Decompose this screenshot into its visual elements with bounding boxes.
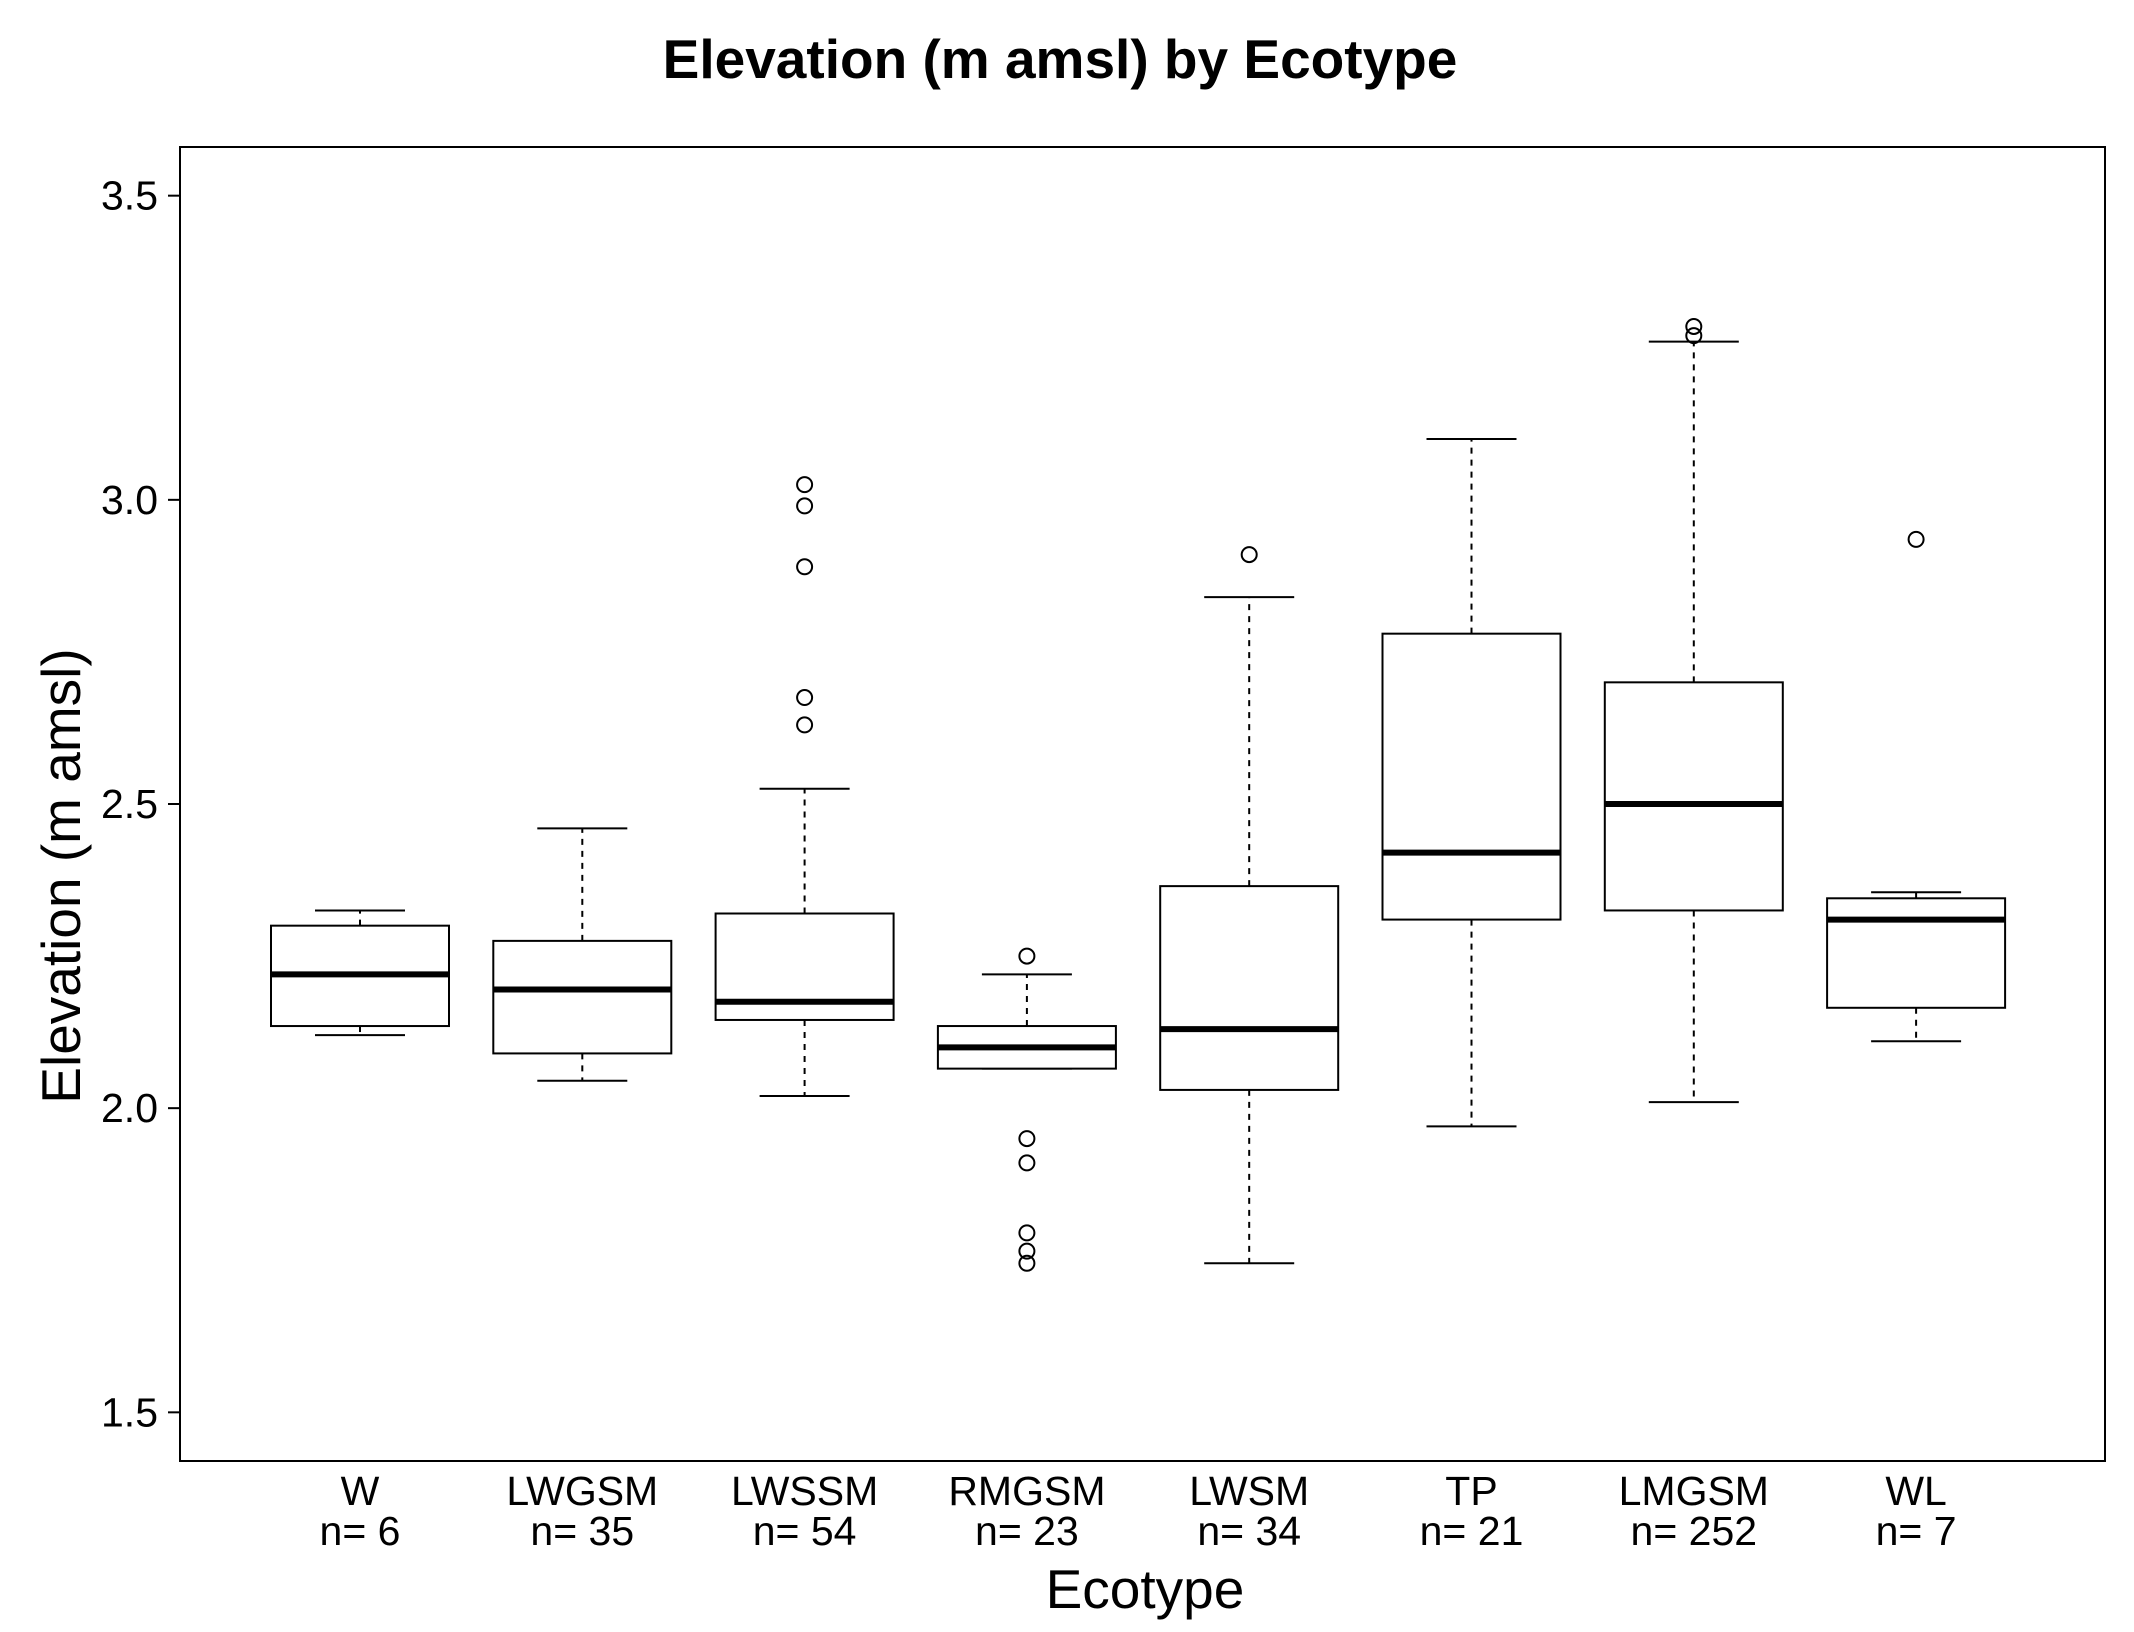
y-tick-label: 2.5 bbox=[101, 781, 158, 827]
boxes-layer bbox=[270, 317, 2007, 1272]
category-label: LWSM bbox=[1189, 1468, 1309, 1514]
outlier-point bbox=[1018, 1224, 1036, 1242]
box-lwsm bbox=[1159, 546, 1340, 1265]
x-axis-label: Ecotype bbox=[1046, 1558, 1245, 1620]
category-n-label: n= 7 bbox=[1876, 1508, 1957, 1554]
y-axis-label: Elevation (m amsl) bbox=[30, 648, 92, 1103]
iqr-box bbox=[492, 939, 673, 1055]
category-label: TP bbox=[1445, 1468, 1497, 1514]
outlier-point bbox=[796, 689, 814, 707]
category-n-label: n= 54 bbox=[753, 1508, 857, 1554]
outlier-point bbox=[1018, 1154, 1036, 1172]
category-n-label: n= 23 bbox=[975, 1508, 1079, 1554]
outlier-point bbox=[1240, 546, 1258, 564]
outlier-point bbox=[1685, 317, 1703, 335]
outlier-point bbox=[796, 716, 814, 734]
y-tick-label: 2.0 bbox=[101, 1085, 158, 1131]
category-label: WL bbox=[1885, 1468, 1947, 1514]
box-lwssm bbox=[714, 476, 895, 1097]
box-rmgsm bbox=[936, 947, 1117, 1272]
box-w bbox=[270, 909, 450, 1037]
category-label: W bbox=[341, 1468, 380, 1514]
y-tick-label: 3.0 bbox=[101, 477, 158, 523]
iqr-box bbox=[1603, 681, 1784, 912]
category-n-label: n= 21 bbox=[1420, 1508, 1524, 1554]
chart-title: Elevation (m amsl) by Ecotype bbox=[663, 28, 1458, 90]
outlier-point bbox=[796, 497, 814, 515]
iqr-box bbox=[1381, 632, 1562, 921]
outlier-point bbox=[1685, 327, 1703, 345]
category-label: LWSSM bbox=[731, 1468, 878, 1514]
category-n-label: n= 252 bbox=[1631, 1508, 1758, 1554]
outlier-point bbox=[796, 558, 814, 576]
category-label: LWGSM bbox=[506, 1468, 658, 1514]
y-tick-label: 1.5 bbox=[101, 1389, 158, 1435]
y-axis: 1.5 2.0 2.5 3.0 3.5 bbox=[101, 173, 180, 1435]
box-wl bbox=[1826, 530, 2007, 1043]
outlier-point bbox=[1018, 1130, 1036, 1148]
category-n-label: n= 35 bbox=[530, 1508, 634, 1554]
category-label: RMGSM bbox=[948, 1468, 1105, 1514]
category-n-label: n= 6 bbox=[320, 1508, 401, 1554]
category-n-label: n= 34 bbox=[1197, 1508, 1301, 1554]
outlier-point bbox=[1018, 1254, 1036, 1272]
y-tick-label: 3.5 bbox=[101, 173, 158, 219]
box-lmgsm bbox=[1603, 317, 1784, 1104]
category-label: LMGSM bbox=[1619, 1468, 1769, 1514]
outlier-point bbox=[796, 476, 814, 494]
iqr-box bbox=[1826, 897, 2007, 1009]
box-lwgsm bbox=[492, 827, 673, 1082]
box-tp bbox=[1381, 438, 1562, 1128]
outlier-point bbox=[1907, 530, 1925, 548]
outlier-point bbox=[1018, 1242, 1036, 1260]
outlier-point bbox=[1018, 947, 1036, 965]
iqr-box bbox=[1159, 885, 1340, 1091]
plot-frame bbox=[179, 146, 2106, 1462]
